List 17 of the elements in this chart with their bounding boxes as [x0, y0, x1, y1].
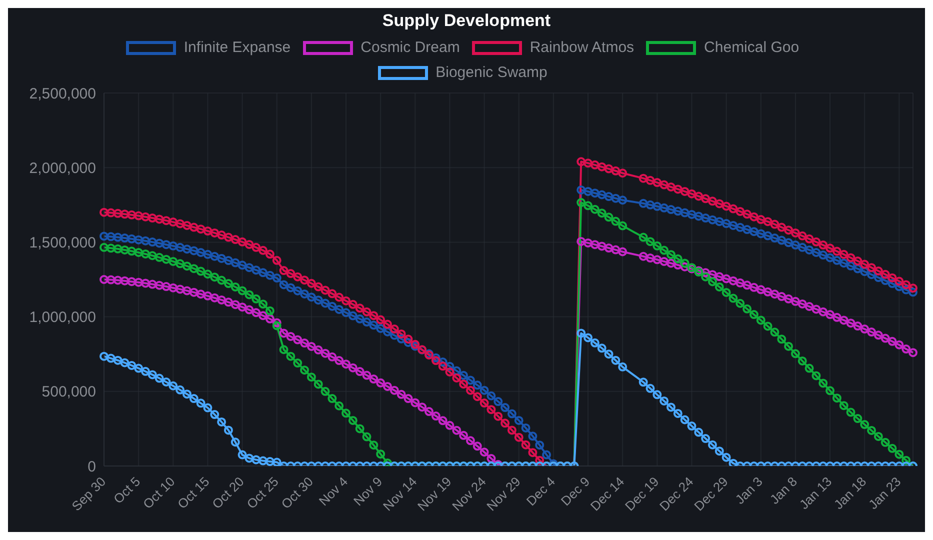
- y-tick-label: 1,500,000: [29, 234, 96, 252]
- y-tick-label: 0: [88, 458, 96, 476]
- legend-label: Rainbow Atmos: [530, 39, 634, 56]
- legend-label: Biogenic Swamp: [436, 64, 548, 81]
- y-tick-label: 1,000,000: [29, 309, 96, 326]
- y-tick-label: 500,000: [42, 384, 96, 401]
- x-tick-label: Dec 29: [691, 474, 731, 514]
- x-tick-label: Jan 3: [732, 474, 766, 508]
- x-tick-label: Sep 30: [68, 474, 109, 514]
- y-tick-label: 2,000,000: [29, 160, 96, 177]
- x-tick-label: Dec 4: [523, 474, 558, 509]
- x-tick-label: Nov 4: [316, 474, 351, 509]
- legend-label: Infinite Expanse: [184, 39, 291, 56]
- chart-title: Supply Development: [381, 10, 552, 32]
- legend-label: Chemical Goo: [704, 39, 800, 56]
- legend-label: Cosmic Dream: [360, 39, 460, 56]
- y-tick-label: 2,500,000: [29, 85, 96, 102]
